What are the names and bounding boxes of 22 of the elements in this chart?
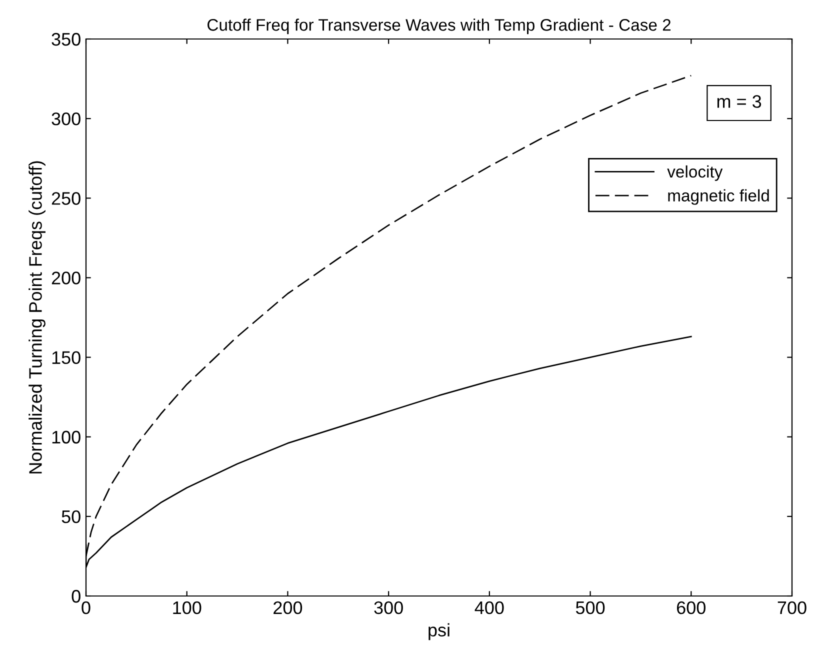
x-tick-label: 700 <box>778 601 806 614</box>
x-tick-label: 600 <box>677 601 706 614</box>
annotation: m = 3 <box>717 95 762 108</box>
y-tick-label: 300 <box>52 112 80 126</box>
x-tick-label: 200 <box>274 601 302 614</box>
x-tick-label: 0 <box>82 601 90 614</box>
y-tick-label: 50 <box>62 510 80 524</box>
y-tick-label: 350 <box>52 32 80 46</box>
x-tick-label: 400 <box>474 601 504 614</box>
y-tick-label: 0 <box>72 590 80 603</box>
legend-label: magnetic field <box>668 189 769 205</box>
x-tick-label: 500 <box>576 601 605 614</box>
y-axis-title: Normalized Turning Point Freqs (cutoff) <box>28 161 46 474</box>
y-tick-label: 150 <box>52 351 80 364</box>
y-tick-label: 250 <box>52 192 80 205</box>
y-tick-label: 200 <box>52 272 80 284</box>
x-tick-label: 300 <box>374 601 403 614</box>
legend-label: velocity <box>667 165 723 181</box>
chart-title: Cutoff Freq for Transverse Waves with Temp Gradient - Case 2 <box>208 18 671 34</box>
x-tick-label: 100 <box>173 601 202 614</box>
y-tick-label: 100 <box>52 430 80 444</box>
x-axis-title: psi <box>428 623 450 640</box>
